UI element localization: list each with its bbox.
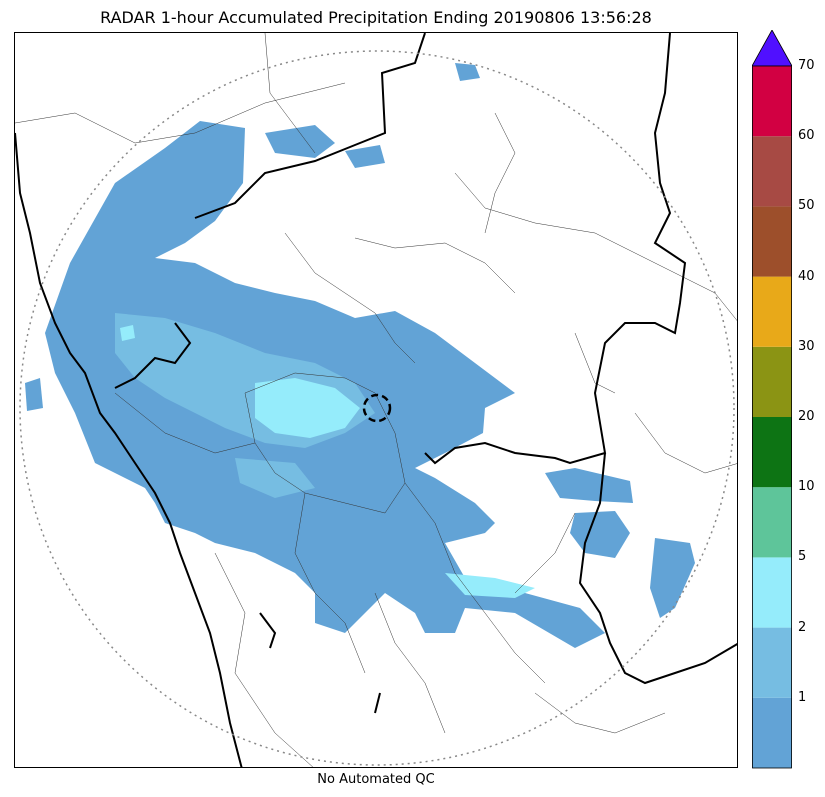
precip-heavy (120, 325, 535, 598)
colorbar-tick-label: 2 (798, 619, 807, 635)
colorbar-tick-label: 20 (798, 409, 815, 424)
map-title: RADAR 1-hour Accumulated Precipitation E… (100, 8, 652, 27)
colorbar-segment (752, 276, 792, 347)
radar-map[interactable] (14, 32, 738, 768)
colorbar-segment (752, 417, 792, 488)
colorbar-tick-label: 1 (798, 689, 807, 705)
qc-caption: No Automated QC (317, 772, 435, 787)
colorbar-tick-label: 30 (798, 338, 815, 354)
colorbar-segment (752, 206, 792, 277)
colorbar-segment (752, 557, 792, 628)
colorbar-tick-label: 60 (798, 128, 815, 144)
range-ring (19, 50, 735, 766)
colorbar-tick-label: 10 (798, 479, 815, 495)
colorbar-frame (752, 65, 792, 769)
state-boundaries (15, 33, 737, 767)
colorbar-segment (752, 697, 792, 768)
colorbar-tick-label: 5 (798, 549, 807, 565)
colorbar (752, 30, 792, 769)
colorbar-segment (752, 627, 792, 698)
colorbar-segment (752, 487, 792, 558)
colorbar-tick-label: 50 (798, 198, 815, 214)
colorbar-extend-arrow (752, 30, 792, 67)
colorbar-segment (752, 66, 792, 137)
colorbar-segment (752, 346, 792, 417)
radar-site-marker (362, 393, 392, 423)
colorbar-tick-label: 70 (798, 58, 815, 73)
colorbar-segment (752, 136, 792, 207)
colorbar-tick-label: 40 (798, 268, 815, 284)
